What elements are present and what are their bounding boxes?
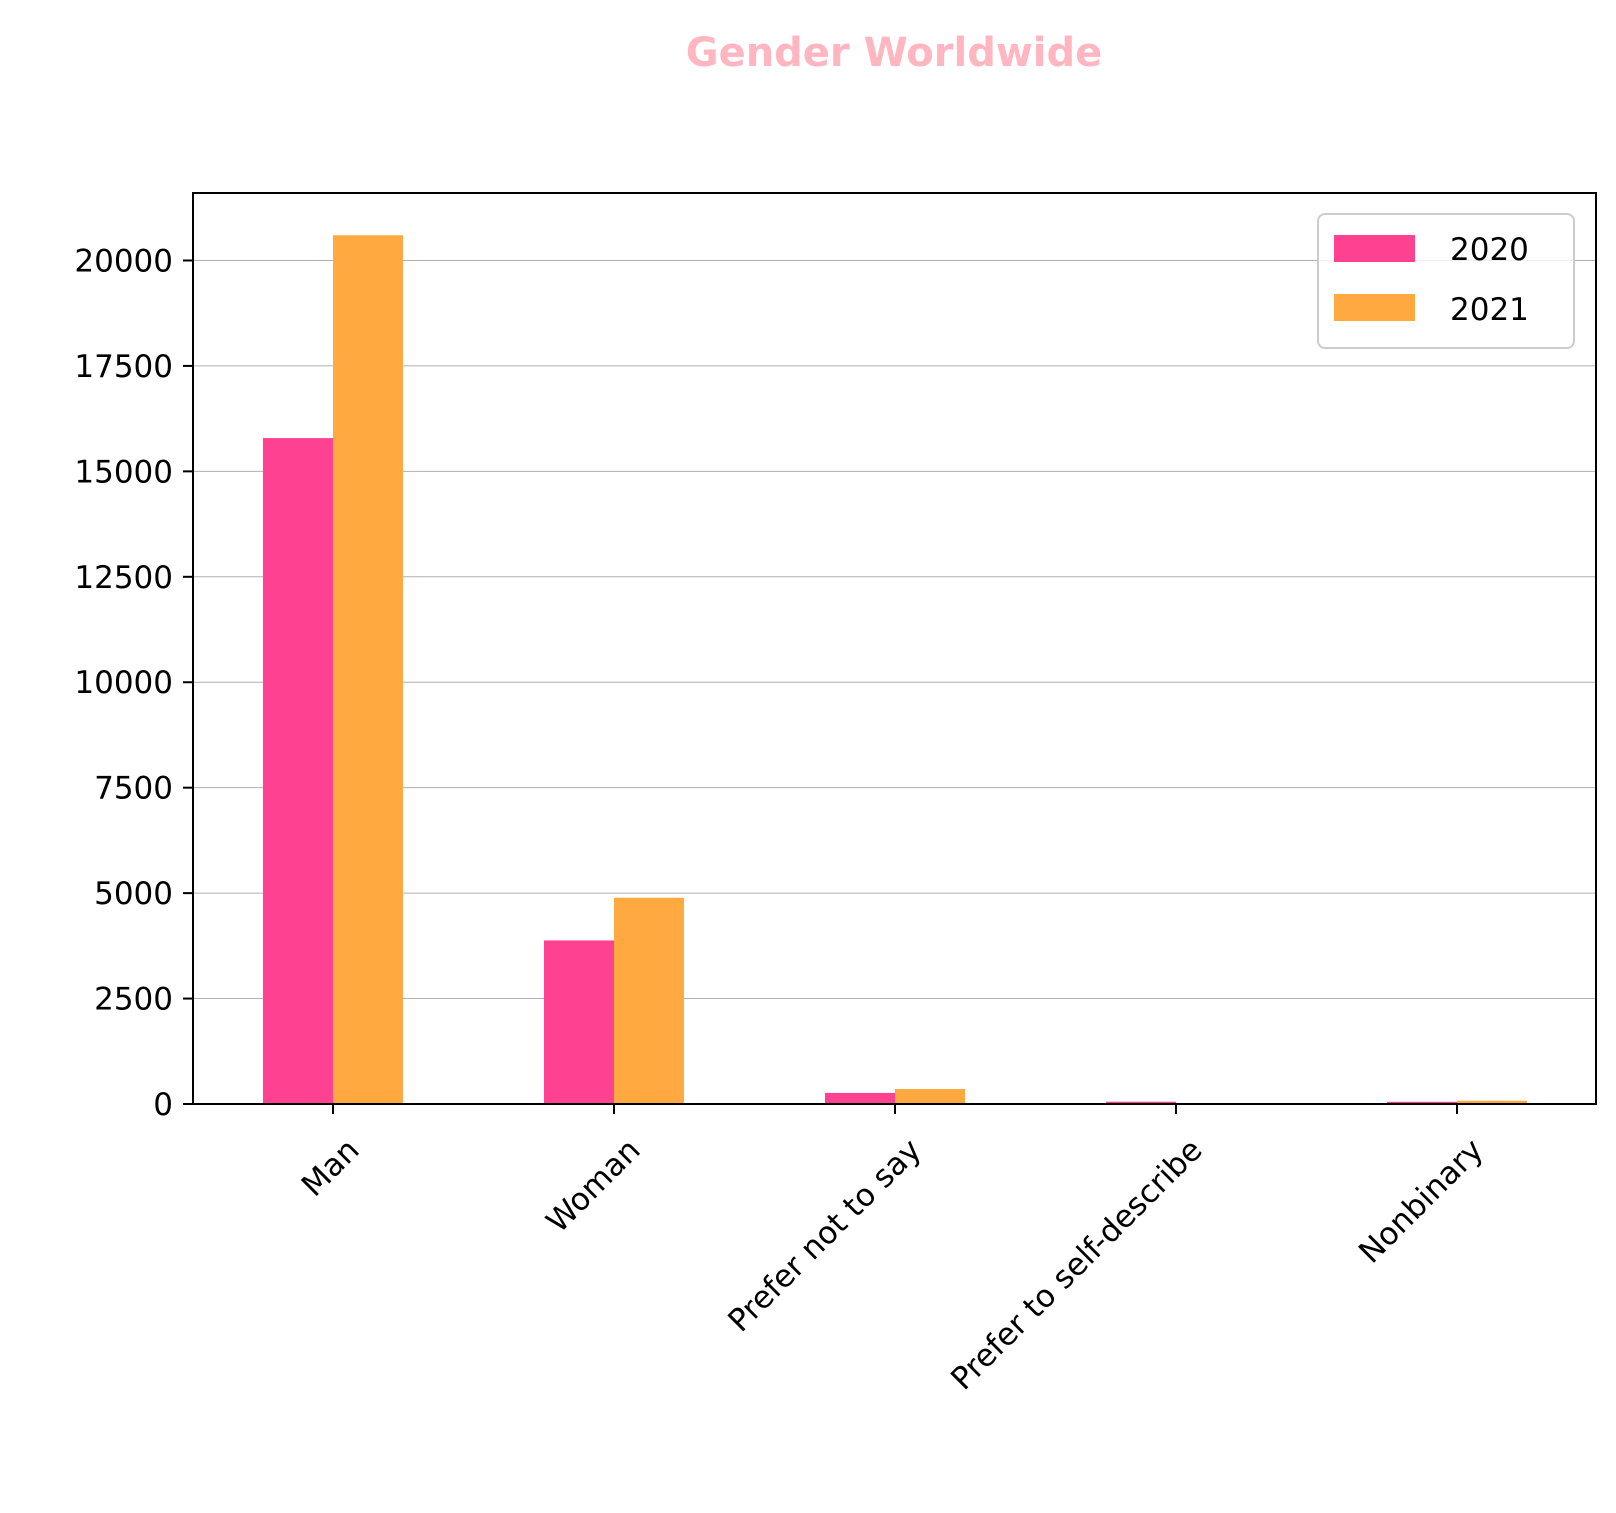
bar-2020-prefer-to-self-describe [1106, 1101, 1176, 1104]
y-tick-label: 15000 [74, 454, 173, 490]
legend-label-2020: 2020 [1450, 232, 1529, 268]
bar-2021-man [333, 235, 403, 1105]
chart-title: Gender Worldwide [686, 30, 1103, 76]
bar-2021-prefer-not-to-say [895, 1089, 965, 1104]
legend-swatch-2020 [1334, 235, 1415, 262]
bars [263, 235, 1527, 1105]
bar-2021-woman [614, 897, 684, 1104]
legend-frame [1317, 213, 1575, 349]
x-axis: Man Woman Prefer not to say Prefer to self-… [295, 1104, 1491, 1397]
y-axis: 0 2500 5000 7500 10000 12500 15000 17500 20000 [74, 243, 193, 1123]
bar-2020-prefer-not-to-say [825, 1092, 895, 1104]
bar-2020-man [263, 438, 333, 1104]
y-tick-label: 20000 [74, 243, 173, 279]
x-tick-label: Prefer to self-describe [944, 1132, 1209, 1397]
legend-label-2021: 2021 [1450, 292, 1529, 328]
y-tick-label: 0 [153, 1087, 173, 1123]
y-tick-label: 5000 [94, 876, 173, 912]
x-tick-label: Man [295, 1132, 367, 1204]
y-tick-label: 10000 [74, 665, 173, 701]
y-tick-label: 12500 [74, 560, 173, 596]
bar-2020-woman [544, 940, 614, 1104]
x-tick-label: Woman [540, 1132, 648, 1240]
legend-swatch-2021 [1334, 294, 1415, 321]
bar-2021-nonbinary [1457, 1100, 1527, 1104]
grid-lines [193, 259, 1596, 1000]
bar-2020-nonbinary [1387, 1101, 1457, 1104]
legend: 2020 2021 [1317, 213, 1575, 349]
y-tick-label: 17500 [74, 349, 173, 385]
y-tick-label: 2500 [94, 982, 173, 1018]
x-tick-label: Nonbinary [1352, 1132, 1490, 1270]
y-tick-label: 7500 [94, 771, 173, 807]
x-tick-label: Prefer not to say [721, 1132, 928, 1339]
